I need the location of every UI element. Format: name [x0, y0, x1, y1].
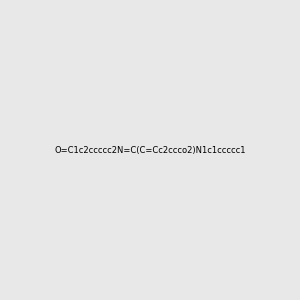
Text: O=C1c2ccccc2N=C(C=Cc2ccco2)N1c1ccccc1: O=C1c2ccccc2N=C(C=Cc2ccco2)N1c1ccccc1: [54, 146, 246, 154]
